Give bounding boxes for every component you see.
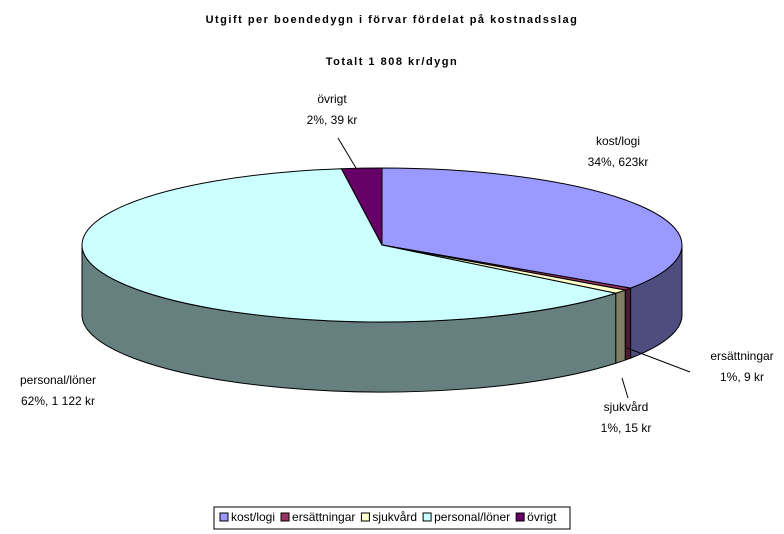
pie-wall bbox=[615, 289, 626, 364]
chart-subtitle: Totalt 1 808 kr/dygn bbox=[326, 56, 459, 68]
slice-value-label: 1%, 9 kr bbox=[720, 370, 764, 384]
legend: kost/logi ersättningar sjukvård personal/lö… bbox=[219, 510, 557, 524]
pie bbox=[81, 167, 683, 393]
legend-label: kost/logi bbox=[231, 510, 275, 524]
legend-label: övrigt bbox=[527, 510, 557, 524]
legend-label: sjukvård bbox=[372, 510, 417, 524]
slice-label: personal/löner bbox=[20, 373, 96, 387]
legend-swatch bbox=[360, 512, 370, 522]
leader-line bbox=[337, 137, 357, 169]
legend-box bbox=[213, 506, 571, 530]
leader-line bbox=[621, 377, 629, 399]
slice-value-label: 1%, 15 kr bbox=[601, 421, 652, 435]
data-labels: kost/logi 34%, 623kr ersättningar 1%, 9 kr s… bbox=[20, 92, 774, 435]
slice-label: sjukvård bbox=[604, 400, 649, 414]
legend-swatch bbox=[280, 512, 290, 522]
legend-swatch bbox=[422, 512, 432, 522]
legend-label: ersättningar bbox=[292, 510, 355, 524]
legend-swatch bbox=[219, 512, 229, 522]
legend-label: personal/löner bbox=[434, 510, 510, 524]
slice-label: övrigt bbox=[317, 92, 347, 106]
legend-swatch bbox=[515, 512, 525, 522]
pie-slice bbox=[340, 167, 383, 246]
slice-label: ersättningar bbox=[710, 349, 773, 363]
slice-value-label: 34%, 623kr bbox=[588, 155, 649, 169]
pie-slice bbox=[381, 167, 683, 289]
pie-slice bbox=[81, 168, 618, 323]
slice-value-label: 62%, 1 122 kr bbox=[21, 394, 95, 408]
chart-title: Utgift per boendedygn i förvar fördelat … bbox=[206, 14, 579, 26]
slice-label: kost/logi bbox=[596, 134, 640, 148]
leader-line bbox=[626, 347, 691, 373]
slice-value-label: 2%, 39 kr bbox=[307, 113, 358, 127]
